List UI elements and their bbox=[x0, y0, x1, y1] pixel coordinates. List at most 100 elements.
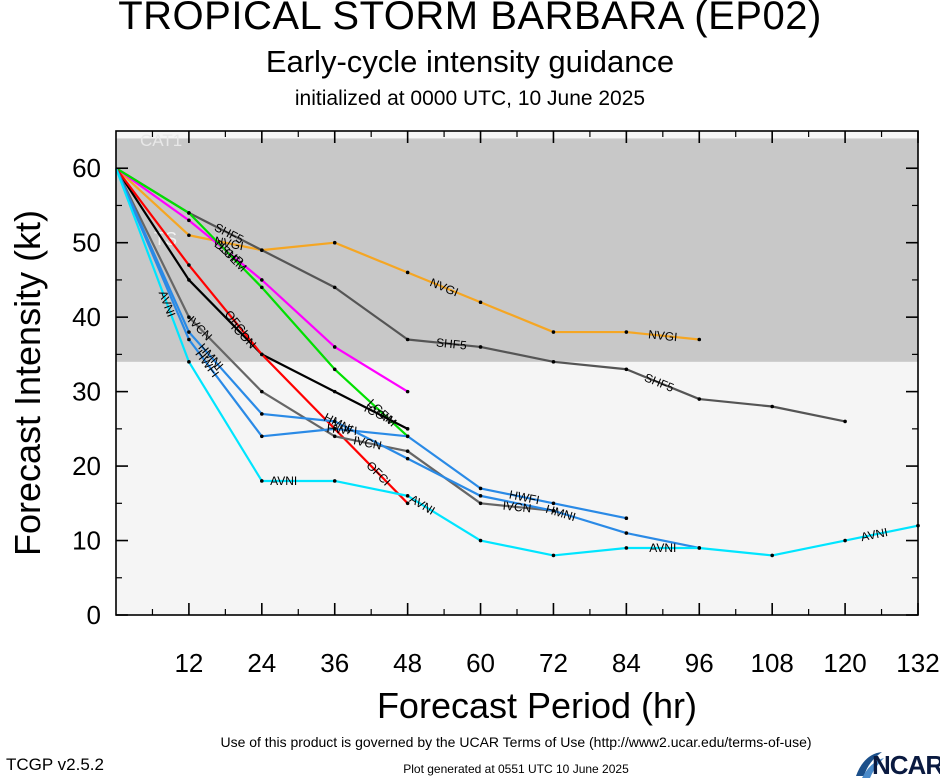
point-ofci-48 bbox=[405, 501, 410, 506]
point-lgem-24 bbox=[260, 285, 264, 290]
x-tick-label-12: 12 bbox=[174, 648, 203, 678]
point-icon-48 bbox=[405, 427, 410, 431]
point-hmni-12 bbox=[187, 330, 191, 334]
series-line-avni bbox=[114, 167, 919, 557]
plot-generated-note: Plot generated at 0551 UTC 10 June 2025 bbox=[403, 762, 629, 776]
tropical-storm-band bbox=[116, 138, 918, 362]
series-label-text-hwfi-1: HWFI bbox=[326, 421, 358, 438]
series-label-avni-1: AVNI bbox=[270, 474, 297, 488]
series-label-avni-3: AVNI bbox=[649, 541, 676, 555]
point-nvgi-84 bbox=[624, 330, 629, 334]
series-label-hwfi-2: HWFI bbox=[508, 487, 541, 507]
point-hmni-48 bbox=[405, 456, 410, 461]
point-hmni-36 bbox=[332, 419, 337, 424]
ncar-logo-mark-icon bbox=[856, 752, 884, 778]
series-label-text-hwfi-2: HWFI bbox=[508, 487, 541, 507]
point-shf5-36 bbox=[332, 285, 337, 290]
series-label-text-shf5-1: SHF5 bbox=[435, 335, 467, 352]
x-tick-label-48: 48 bbox=[393, 648, 422, 678]
chart-subtitle: Early-cycle intensity guidance bbox=[265, 44, 675, 79]
point-avni-96 bbox=[697, 546, 702, 550]
point-ivcn-12 bbox=[187, 315, 191, 319]
x-tick-label-96: 96 bbox=[685, 648, 714, 678]
point-hmni-72 bbox=[551, 508, 556, 513]
point-nvgi-12 bbox=[187, 233, 191, 238]
point-avni-120 bbox=[843, 538, 847, 543]
y-tick-label-10: 10 bbox=[72, 526, 101, 556]
y-tick-label-50: 50 bbox=[72, 228, 101, 258]
point-hwfi-12 bbox=[187, 337, 191, 342]
tcgp-version: TCGP v2.5.2 bbox=[6, 755, 104, 774]
point-shf5-84 bbox=[624, 367, 629, 372]
point-avni-72 bbox=[551, 553, 556, 558]
ncar-logo: NCAR bbox=[854, 750, 940, 780]
point-hmni-60 bbox=[478, 494, 483, 498]
y-tick-label-40: 40 bbox=[72, 302, 101, 332]
series-label-text-nvgi-2: NVGI bbox=[648, 327, 679, 344]
band-label-cat1: CAT1 bbox=[140, 131, 182, 150]
y-tick-label-20: 20 bbox=[72, 451, 101, 481]
point-shf5-24 bbox=[260, 248, 264, 252]
series-label-text-avni-3: AVNI bbox=[649, 541, 676, 555]
point-shf5-48 bbox=[405, 337, 410, 342]
x-axis-label: Forecast Period (hr) bbox=[377, 685, 697, 726]
series-label-nvgi-0: NVGI bbox=[213, 234, 245, 254]
y-tick-label-60: 60 bbox=[72, 153, 101, 183]
point-ivcn-36 bbox=[332, 434, 337, 439]
series-label-avni-4: AVNI bbox=[860, 525, 889, 544]
y-tick-label-30: 30 bbox=[72, 377, 101, 407]
point-nvgi-36 bbox=[332, 240, 337, 245]
x-tick-label-108: 108 bbox=[750, 648, 793, 678]
point-avni-36 bbox=[332, 479, 337, 483]
series-label-text-nvgi-0: NVGI bbox=[213, 234, 245, 254]
y-axis-label: Forecast Intensity (kt) bbox=[7, 210, 48, 556]
point-ofci-12 bbox=[187, 263, 191, 267]
point-shf5-120 bbox=[843, 419, 847, 424]
x-tick-label-36: 36 bbox=[320, 648, 349, 678]
point-lgem-36 bbox=[332, 367, 337, 372]
point-nvgi-60 bbox=[478, 300, 483, 305]
point-ivcn-24 bbox=[260, 389, 264, 394]
point-shf5-96 bbox=[697, 397, 702, 401]
point-icon-36 bbox=[332, 389, 337, 394]
point-avni-84 bbox=[624, 546, 629, 550]
point-nvgi-96 bbox=[697, 337, 702, 342]
x-tick-label-132: 132 bbox=[896, 648, 939, 678]
point-hwfi-72 bbox=[551, 501, 556, 506]
point-hwfi-48 bbox=[405, 434, 410, 439]
point-nvgi-48 bbox=[405, 270, 410, 275]
init-time-line: initialized at 0000 UTC, 10 June 2025 bbox=[294, 87, 646, 110]
x-tick-label-72: 72 bbox=[539, 648, 568, 678]
series-label-text-ivcn-1: IVCN bbox=[352, 433, 383, 452]
series-label-shf5-1: SHF5 bbox=[435, 335, 467, 352]
series-label-nvgi-2: NVGI bbox=[648, 327, 679, 344]
point-avni-24 bbox=[260, 479, 264, 483]
point-shf5-72 bbox=[551, 360, 556, 364]
point-avni-60 bbox=[478, 538, 483, 543]
point-ofci-24 bbox=[260, 352, 264, 357]
point-dshp-36 bbox=[332, 345, 337, 349]
chart-title: TROPICAL STORM BARBARA (EP02) bbox=[118, 0, 822, 38]
series-label-ivcn-2: IVCN bbox=[502, 499, 532, 516]
y-tick-label-0: 0 bbox=[87, 600, 101, 630]
x-tick-label-120: 120 bbox=[823, 648, 866, 678]
point-ivcn-48 bbox=[405, 449, 410, 453]
series-label-hwfi-1: HWFI bbox=[326, 421, 358, 438]
point-avni-48 bbox=[405, 494, 410, 498]
x-tick-label-60: 60 bbox=[466, 648, 495, 678]
point-dshp-48 bbox=[405, 389, 410, 394]
point-hwfi-60 bbox=[478, 486, 483, 491]
point-avni-108 bbox=[770, 553, 774, 558]
point-dshp-12 bbox=[187, 218, 191, 223]
series-label-text-avni-4: AVNI bbox=[860, 525, 889, 544]
point-icon-12 bbox=[187, 278, 191, 282]
series-label-text-ivcn-2: IVCN bbox=[502, 499, 532, 516]
series-line-hwfi bbox=[114, 167, 627, 520]
point-dshp-24 bbox=[260, 278, 264, 282]
point-avni-12 bbox=[187, 360, 191, 364]
point-ivcn-60 bbox=[478, 501, 483, 506]
point-nvgi-72 bbox=[551, 330, 556, 334]
point-lgem-12 bbox=[187, 211, 191, 215]
point-hmni-84 bbox=[624, 531, 629, 535]
terms-of-use-note: Use of this product is governed by the U… bbox=[220, 734, 812, 750]
